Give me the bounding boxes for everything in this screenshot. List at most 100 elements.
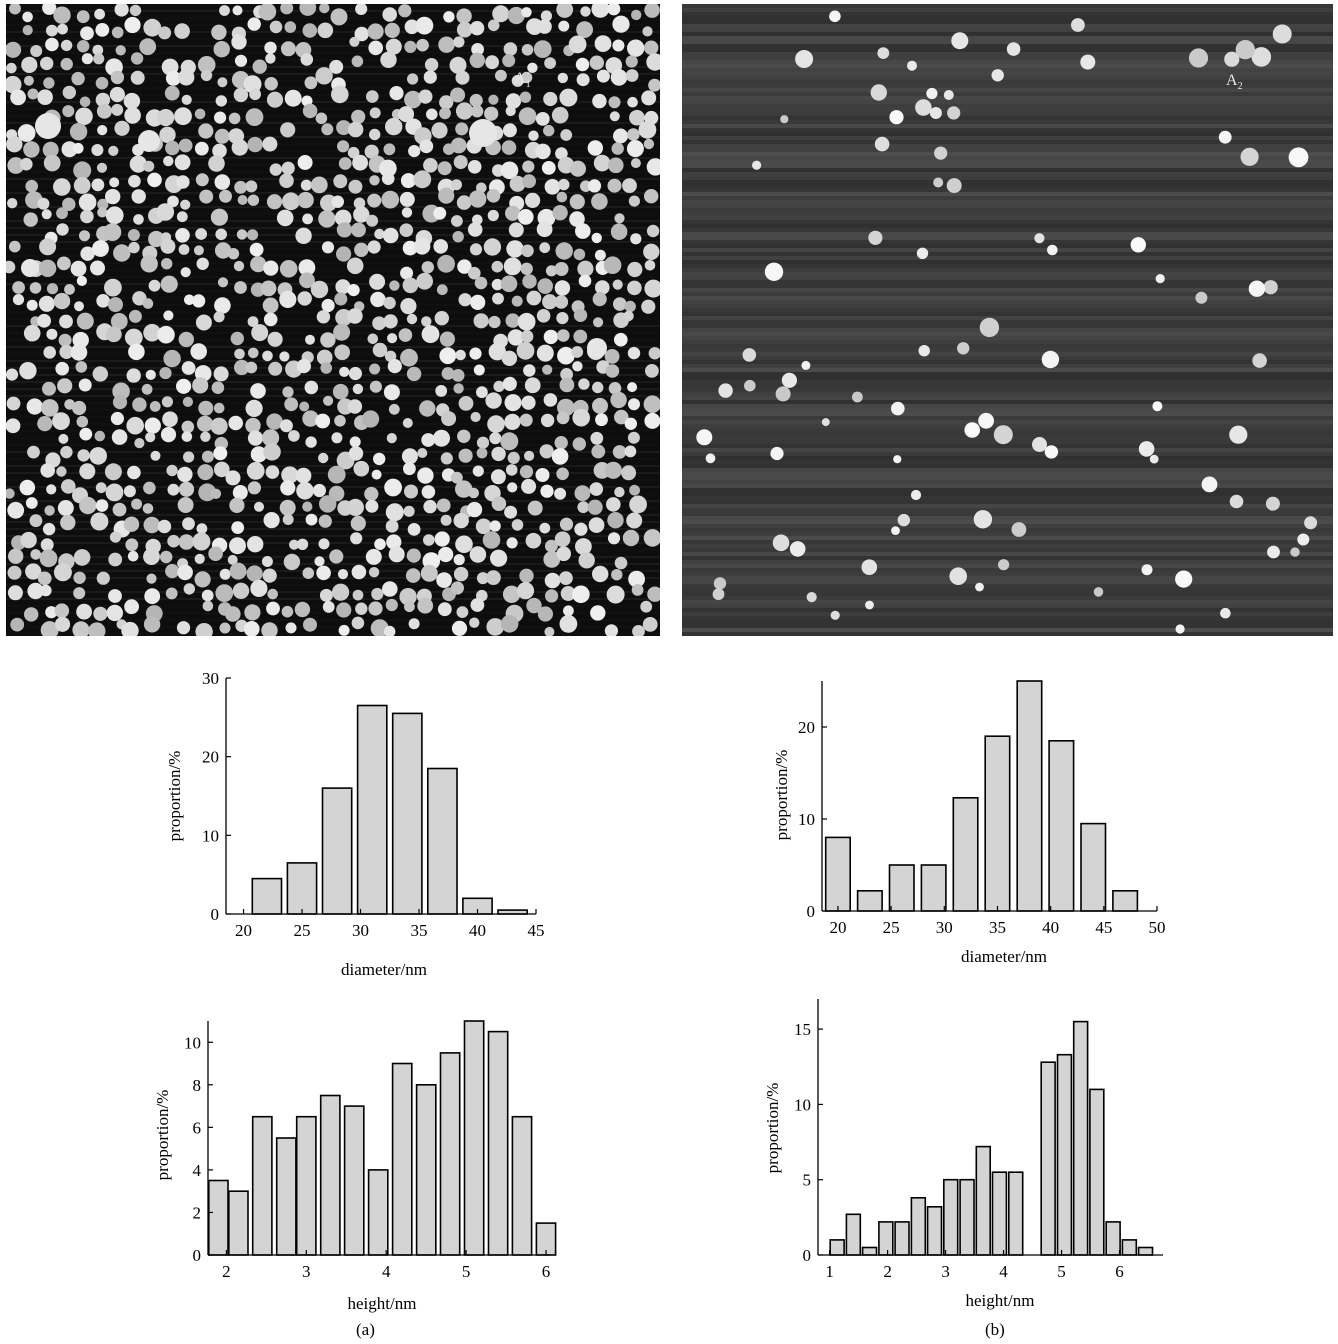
particle (891, 526, 900, 535)
particle (110, 70, 125, 85)
particle (64, 284, 75, 295)
particle (624, 417, 637, 430)
particle (318, 538, 330, 550)
x-tick-label: 4 (382, 1262, 391, 1281)
particle (192, 377, 209, 394)
particle (609, 111, 620, 122)
particle (183, 583, 195, 595)
particle (303, 617, 317, 632)
particle (29, 282, 42, 294)
particle (544, 179, 561, 195)
particle (1188, 48, 1209, 68)
scan-band (682, 148, 1333, 152)
particle (227, 554, 238, 565)
scan-band (682, 132, 1333, 136)
particle (73, 549, 91, 566)
particle (801, 360, 811, 370)
particle (440, 452, 453, 465)
particle (26, 398, 43, 415)
particle (456, 195, 472, 210)
particle (140, 255, 158, 273)
particle (451, 471, 463, 484)
scan-band (682, 88, 1333, 92)
particle (540, 413, 555, 428)
particle (608, 382, 622, 395)
particle (279, 290, 297, 308)
particle (57, 23, 68, 35)
scan-band (682, 476, 1333, 480)
x-tick-label: 35 (411, 921, 428, 940)
particle (419, 139, 434, 154)
particle (524, 377, 541, 394)
particle (127, 550, 139, 562)
particle (178, 534, 195, 550)
particle (466, 501, 483, 518)
particle (126, 416, 144, 435)
particle (929, 107, 942, 119)
particle (211, 24, 227, 40)
particle (522, 174, 536, 189)
y-tick-label: 20 (202, 748, 219, 767)
particle (625, 69, 639, 82)
particle (554, 280, 571, 296)
scan-band (682, 328, 1333, 332)
particle (58, 333, 72, 347)
histogram-bar (1105, 1221, 1121, 1256)
particle (591, 193, 608, 210)
particle (56, 466, 67, 477)
particle (80, 26, 94, 41)
particle (214, 128, 230, 144)
particle (588, 517, 605, 533)
particle (438, 36, 455, 53)
scan-band (682, 424, 1333, 428)
particle (219, 189, 232, 203)
particle (366, 214, 379, 227)
particle (247, 194, 260, 206)
particle (263, 312, 278, 327)
particle (214, 461, 230, 478)
particle (94, 8, 105, 20)
particle (574, 485, 591, 502)
scan-band (682, 208, 1333, 212)
particle (365, 499, 379, 513)
y-tick-label: 4 (193, 1161, 202, 1180)
particle (458, 293, 472, 307)
particle (368, 40, 384, 56)
particle (127, 465, 141, 480)
scan-band (682, 364, 1333, 368)
particle (300, 179, 312, 191)
particle (559, 571, 573, 585)
particle (260, 280, 277, 297)
particle (7, 501, 25, 519)
particle (587, 499, 603, 515)
particle (353, 197, 366, 210)
particle (437, 254, 455, 273)
particle (443, 11, 455, 23)
particle (506, 240, 524, 258)
particle (487, 415, 505, 433)
particle (176, 378, 192, 394)
particle (296, 482, 314, 500)
particle (918, 345, 930, 357)
particle (381, 190, 400, 209)
y-tick-label: 10 (202, 826, 219, 845)
particle (537, 606, 554, 622)
particle (434, 531, 450, 547)
particle (225, 470, 241, 486)
particle (603, 256, 622, 274)
scan-band (682, 484, 1333, 488)
scan-band (682, 336, 1333, 340)
x-tick-label: 30 (936, 918, 953, 937)
histogram-a-height: 2 3 4 5 6 0 2 4 6 8 10 height/nm proportion/% (153, 1020, 557, 1313)
particle (302, 23, 318, 38)
particle (184, 294, 195, 306)
particle (6, 75, 22, 94)
particle (79, 96, 91, 108)
particle (590, 431, 604, 445)
particle (262, 136, 278, 152)
particle (61, 479, 76, 494)
particle (491, 278, 504, 291)
particle (77, 449, 90, 462)
particle (138, 130, 160, 152)
particle (877, 47, 890, 59)
